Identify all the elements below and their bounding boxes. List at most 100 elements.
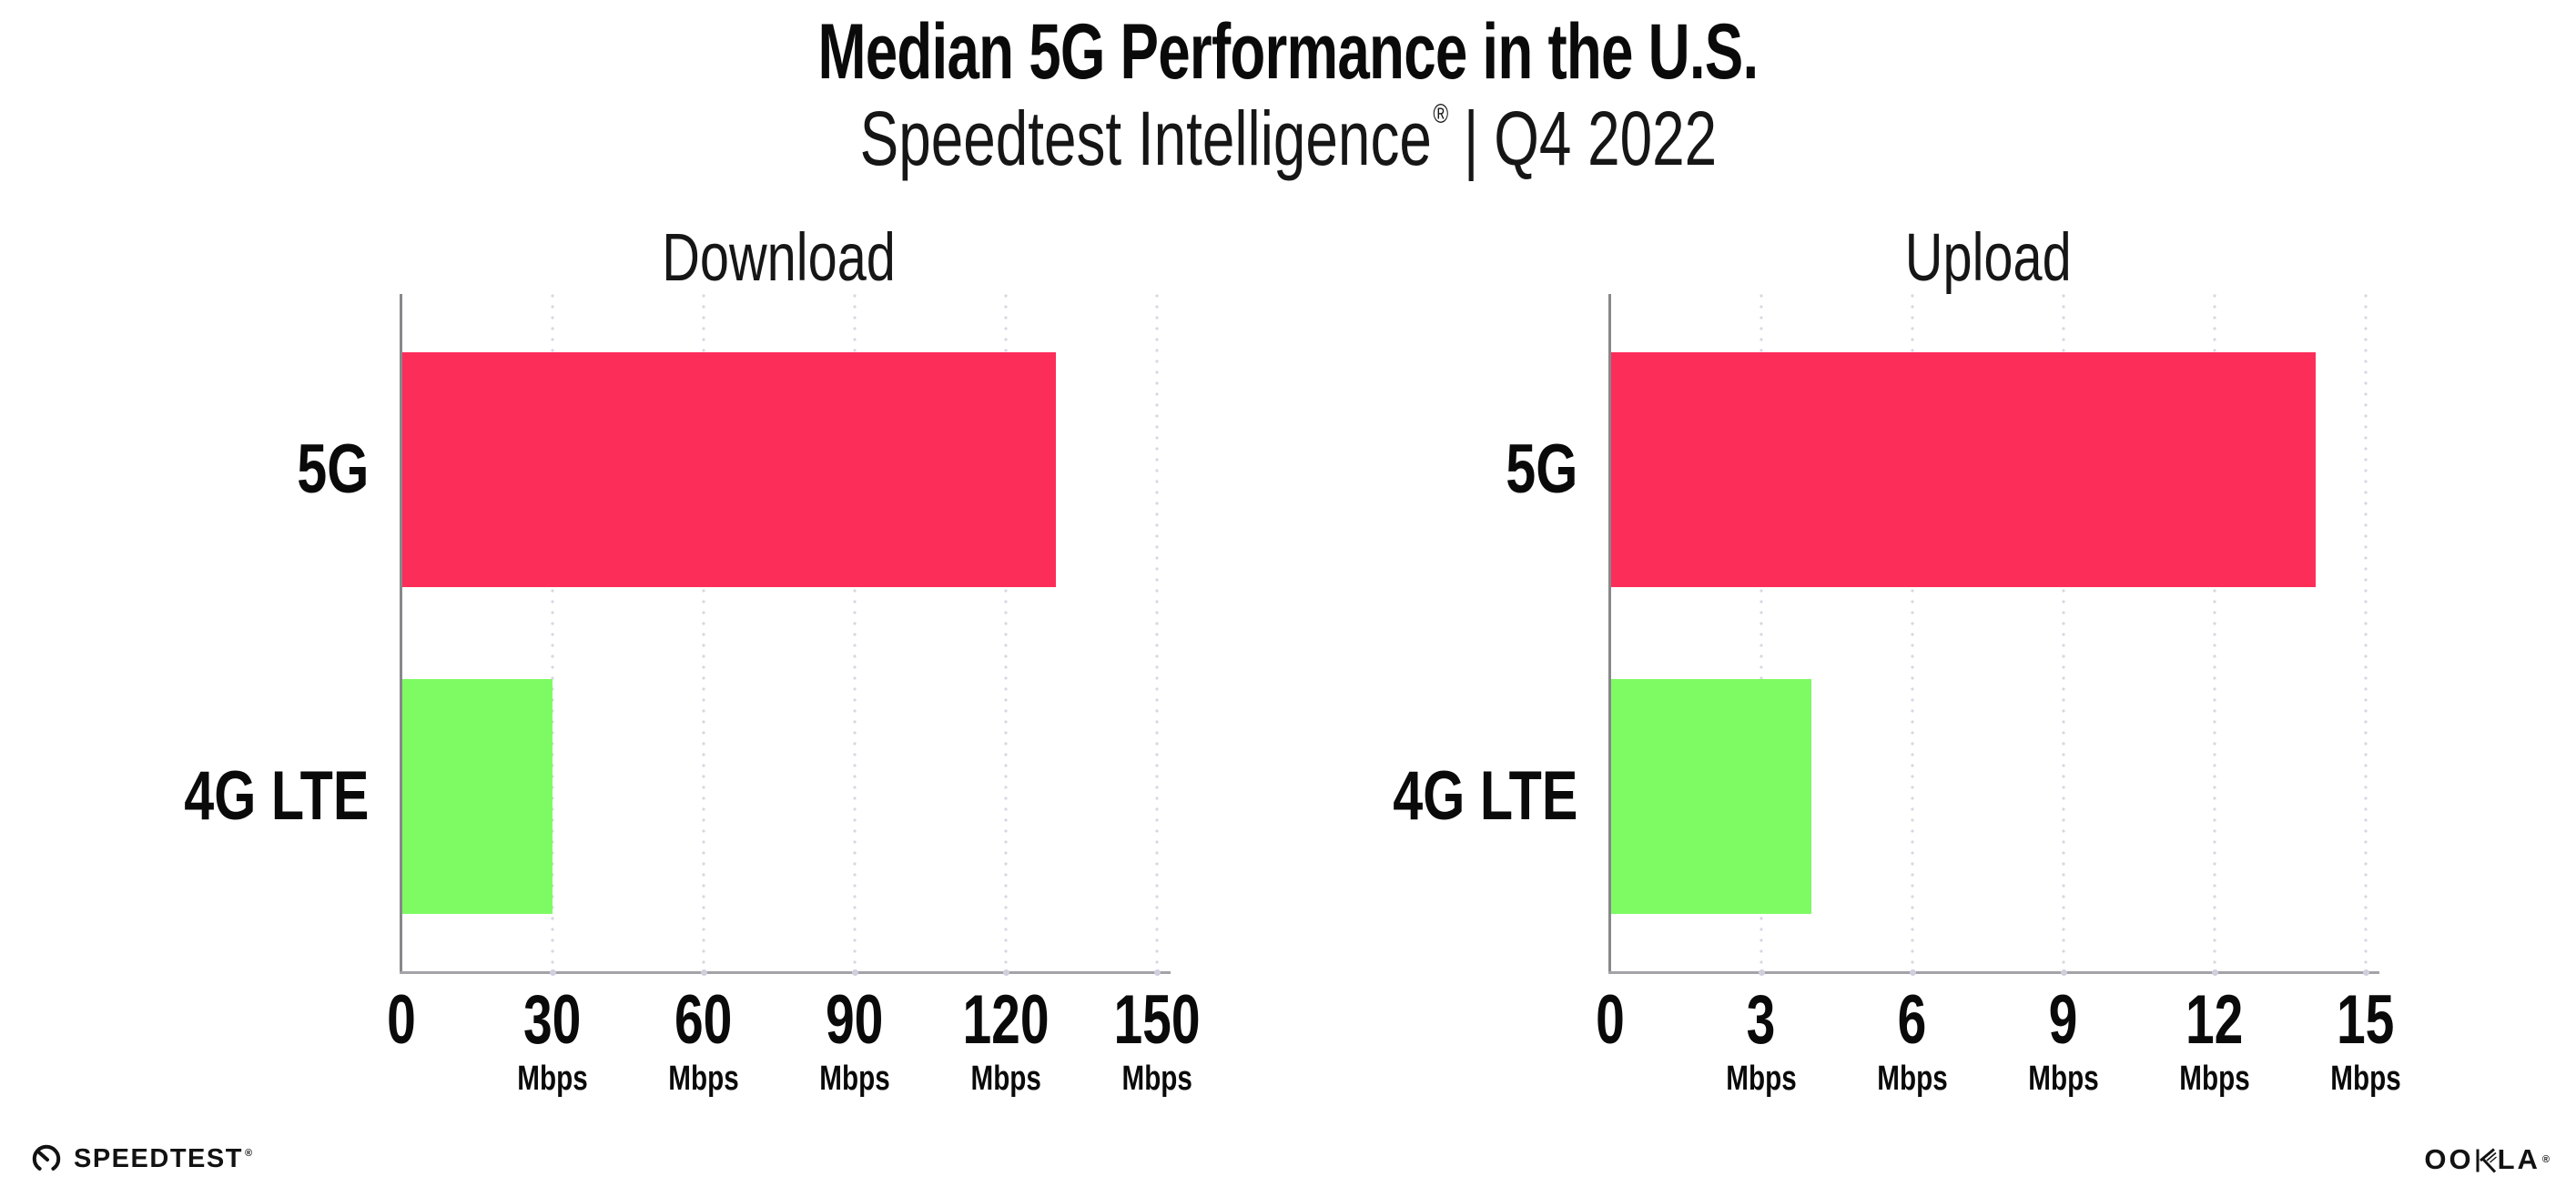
axis-tick-dot [1154,969,1161,976]
ookla-registered-mark: ® [2541,1154,2552,1165]
category-label-text: 5G [1505,431,1577,508]
tick-value: 150 [1100,985,1215,1056]
subtitle-separator: | [1463,96,1479,181]
registered-trademark-mark: ® [1432,99,1448,129]
page-subtitle-text: Speedtest Intelligence® | Q4 2022 [859,95,1716,183]
tick-value-text: 60 [674,981,733,1059]
gridline-60-mbps [702,294,705,971]
tick-value: 30 [507,985,597,1056]
category-label-4g-lte-download: 4G LTE [96,756,369,837]
ookla-wordmark: OO LA ® [2424,1143,2552,1176]
tick-unit: Mbps [1867,1060,1957,1098]
tick-value-text: 0 [387,981,416,1059]
page-title: Median 5G Performance in the U.S. [0,7,2576,97]
tick-unit-text: Mbps [2028,1060,2099,1098]
gridline-15-mbps [2364,294,2368,971]
tick-value: 0 [1591,985,1629,1056]
gridline-30-mbps [551,294,554,971]
tick-value-text: 9 [2049,981,2078,1059]
y-axis-upload [1608,294,1611,973]
speedtest-logo: SPEEDTEST ® [31,1134,254,1183]
speedtest-registered-mark: ® [244,1147,254,1159]
tick-value: 120 [948,985,1064,1056]
x-tick-0: 0 [1591,985,1629,1056]
plot-area-upload [1610,294,2368,971]
x-tick-6: 6 Mbps [1867,985,1957,1099]
ookla-k-icon [2476,1148,2497,1173]
tick-unit: Mbps [507,1060,597,1098]
subtitle-brand: Speedtest Intelligence [859,96,1432,181]
tick-value-text: 90 [826,981,884,1059]
tick-value-text: 0 [1596,981,1625,1059]
category-label-4g-lte-upload: 4G LTE [1304,756,1577,837]
tick-unit-text: Mbps [819,1060,890,1098]
tick-value: 12 [2169,985,2259,1056]
tick-value-text: 3 [1747,981,1776,1059]
tick-unit-text: Mbps [2179,1060,2250,1098]
tick-value: 90 [809,985,899,1056]
x-tick-15: 15 Mbps [2320,981,2410,1099]
bar-4g-lte-download [401,679,553,914]
tick-unit-text: Mbps [517,1060,588,1098]
speedtest-gauge-icon [32,1144,61,1173]
axis-tick-dot [852,969,858,976]
axis-tick-dot [550,969,556,976]
axis-tick-dot [2212,969,2218,976]
x-tick-3: 3 Mbps [1716,981,1806,1099]
axis-tick-dot [2061,969,2067,976]
tick-unit: Mbps [1100,1060,1215,1098]
gridline-90-mbps [853,294,857,971]
gridline-3-mbps [1760,294,1763,971]
tick-unit-text: Mbps [1877,1060,1948,1098]
tick-value: 60 [658,985,748,1056]
axis-tick-dot [1003,969,1009,976]
bar-4g-lte-upload [1610,679,1812,914]
ookla-wordmark-oo: OO [2424,1143,2474,1175]
x-tick-labels-download: 0 30 Mbps 60 Mbps 90 Mbps 120 Mbps 150 Mbps [387,985,1200,1112]
ookla-logo: OO LA ® [2424,1140,2552,1180]
x-tick-labels-upload: 0 3 Mbps 6 Mbps 9 Mbps 12 Mbps 15 Mbps [1596,981,2401,1112]
tick-unit: Mbps [2320,1060,2410,1098]
category-label-5g-upload: 5G [1304,429,1577,511]
page-title-text: Median 5G Performance in the U.S. [817,8,1760,96]
gridline-120-mbps [1004,294,1008,971]
tick-unit: Mbps [2169,1060,2259,1098]
chart-title-text: Download [662,219,897,295]
page-subtitle: Speedtest Intelligence® | Q4 2022 [0,95,2576,183]
tick-unit: Mbps [658,1060,748,1098]
category-label-text: 4G LTE [1392,757,1577,835]
tick-value: 0 [382,985,421,1056]
axis-tick-dot [1910,969,1916,976]
tick-value-text: 12 [2186,981,2244,1059]
tick-value-text: 15 [2337,981,2395,1059]
tick-value-text: 6 [1898,981,1927,1059]
x-axis-download [400,971,1171,974]
tick-value-text: 30 [523,981,582,1059]
tick-unit-text: Mbps [970,1060,1041,1098]
ookla-wordmark-la: LA [2497,1143,2541,1175]
chart-title-download: Download [401,218,1157,296]
chart-title-text: Upload [1904,219,2072,295]
tick-unit: Mbps [2018,1060,2108,1098]
tick-value-text: 150 [1113,981,1201,1059]
x-tick-120: 120 Mbps [948,985,1064,1099]
y-axis-download [400,294,402,973]
x-tick-90: 90 Mbps [809,985,899,1099]
chart-title-upload: Upload [1610,218,2366,296]
category-label-text: 5G [296,431,369,508]
plot-area-download [401,294,1159,971]
tick-unit-text: Mbps [1726,1060,1797,1098]
axis-tick-dot [701,969,707,976]
tick-unit: Mbps [809,1060,899,1098]
tick-unit-text: Mbps [1121,1060,1192,1098]
subtitle-period: Q4 2022 [1493,96,1717,181]
tick-unit: Mbps [1716,1060,1806,1098]
tick-unit-text: Mbps [2330,1060,2401,1098]
x-tick-60: 60 Mbps [658,985,748,1099]
speedtest-wordmark-text: SPEEDTEST [74,1143,243,1173]
tick-value: 9 [2018,985,2108,1056]
tick-value: 6 [1867,985,1957,1056]
x-tick-9: 9 Mbps [2018,985,2108,1099]
x-axis-upload [1608,971,2379,974]
